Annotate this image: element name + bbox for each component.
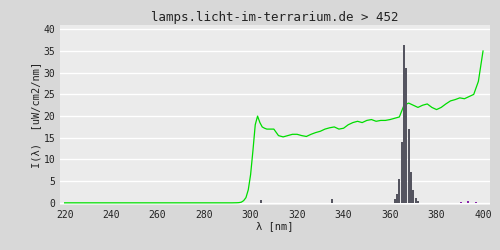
Bar [396, 194, 398, 203]
Bar [414, 198, 416, 203]
Bar [406, 68, 407, 203]
Bar [330, 199, 334, 203]
X-axis label: λ [nm]: λ [nm] [256, 221, 294, 231]
Bar [394, 199, 396, 203]
Bar [417, 201, 419, 203]
Bar [410, 172, 412, 203]
Bar [475, 202, 477, 203]
Bar [398, 179, 400, 203]
Title: lamps.licht-im-terrarium.de > 452: lamps.licht-im-terrarium.de > 452 [151, 11, 399, 24]
Bar [403, 44, 405, 203]
Y-axis label: I(λ)  [uW/cm2/nm]: I(λ) [uW/cm2/nm] [30, 62, 40, 168]
Bar [412, 190, 414, 203]
Bar [467, 201, 469, 203]
Bar [460, 202, 462, 203]
Bar [260, 200, 262, 203]
Bar [400, 142, 402, 203]
Bar [408, 129, 410, 203]
